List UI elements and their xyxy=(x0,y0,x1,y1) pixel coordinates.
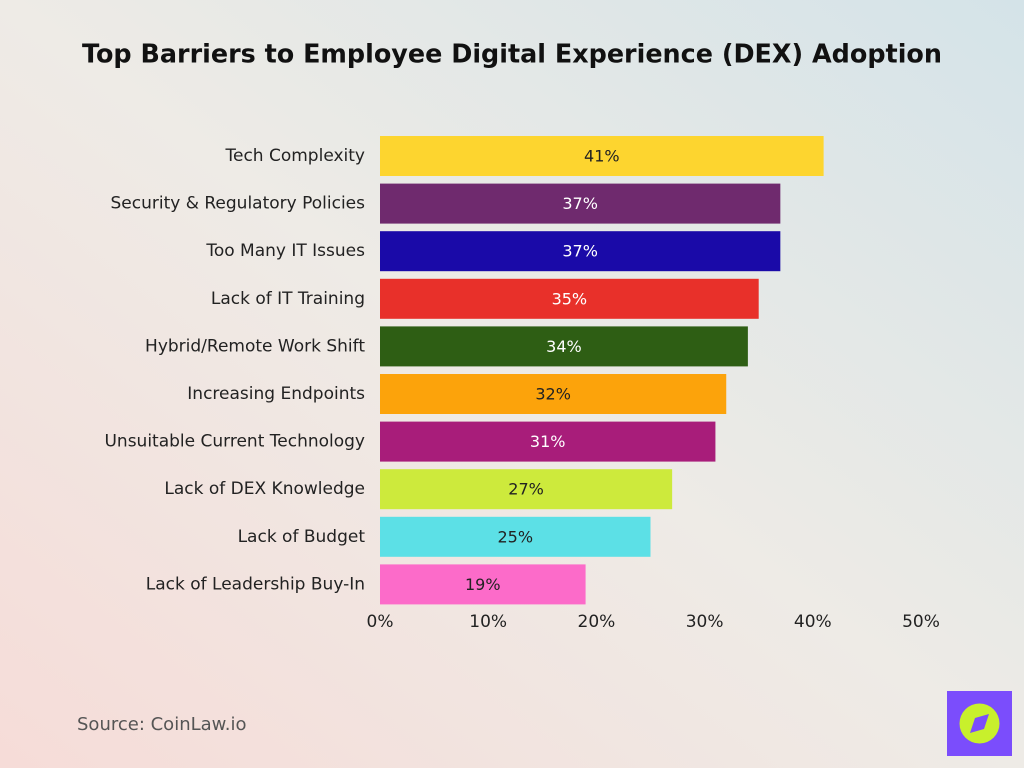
y-tick-label: Lack of IT Training xyxy=(211,289,365,309)
value-label: 37% xyxy=(562,242,598,261)
y-tick-label: Tech Complexity xyxy=(225,146,366,166)
value-label: 41% xyxy=(584,147,620,166)
y-tick-label: Lack of Leadership Buy-In xyxy=(146,574,365,594)
chart-title: Top Barriers to Employee Digital Experie… xyxy=(82,40,942,70)
value-label: 25% xyxy=(497,527,533,546)
value-label: 32% xyxy=(535,385,571,404)
y-tick-label: Too Many IT Issues xyxy=(205,241,365,261)
x-tick-label: 50% xyxy=(902,612,940,632)
bar xyxy=(380,278,759,319)
x-tick-label: 30% xyxy=(686,612,724,632)
bar xyxy=(380,183,781,224)
x-tick-label: 10% xyxy=(469,612,507,632)
bar xyxy=(380,564,586,605)
bar xyxy=(380,231,781,272)
y-tick-label: Hybrid/Remote Work Shift xyxy=(145,336,365,356)
y-tick-label: Increasing Endpoints xyxy=(187,384,365,404)
x-tick-label: 40% xyxy=(794,612,832,632)
y-tick-label: Lack of Budget xyxy=(238,527,366,547)
value-label: 35% xyxy=(552,289,588,308)
value-label: 19% xyxy=(465,575,501,594)
value-label: 27% xyxy=(508,480,544,499)
bar xyxy=(380,421,716,462)
value-label: 31% xyxy=(530,432,566,451)
source: Source: CoinLaw.io xyxy=(77,714,246,735)
y-tick-label: Lack of DEX Knowledge xyxy=(164,479,365,499)
bar xyxy=(380,326,748,367)
bar xyxy=(380,469,673,510)
x-tick-label: 20% xyxy=(578,612,616,632)
logo xyxy=(947,691,1012,756)
y-tick-label: Security & Regulatory Policies xyxy=(111,194,366,214)
bar xyxy=(380,516,651,557)
bar xyxy=(380,136,824,176)
x-tick-label: 0% xyxy=(367,612,394,632)
bar xyxy=(380,374,727,414)
y-tick-label: Unsuitable Current Technology xyxy=(104,432,365,452)
value-label: 37% xyxy=(562,194,598,213)
value-label: 34% xyxy=(546,337,582,356)
